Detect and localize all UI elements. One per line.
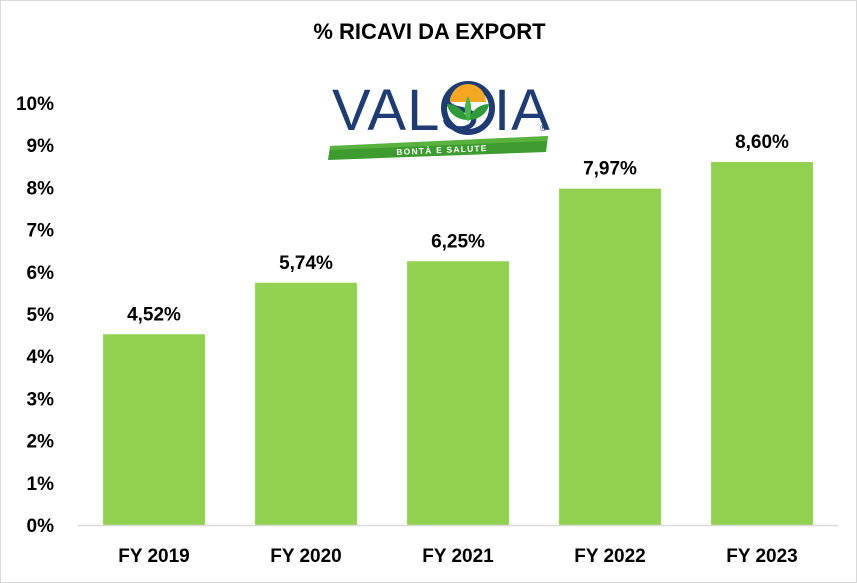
x-axis: FY 2019 FY 2020 FY 2021 FY 2022 FY 2023: [78, 524, 838, 567]
logo-wordmark-right: IA: [494, 78, 551, 143]
data-label: 7,97%: [583, 159, 637, 180]
y-tick-label: 3%: [27, 389, 55, 410]
y-tick-label: 0%: [27, 516, 55, 537]
logo-o-emblem-icon: [441, 81, 495, 135]
y-tick-label: 5%: [27, 305, 55, 326]
bar: [407, 261, 509, 525]
y-tick-label: 8%: [27, 178, 55, 199]
bar: [255, 282, 357, 525]
logo-ribbon: BONTÀ E SALUTE: [328, 136, 548, 160]
bars: [103, 162, 813, 525]
logo-registered-mark: ®: [540, 123, 547, 133]
y-tick-label: 2%: [27, 432, 55, 453]
bar: [103, 334, 205, 525]
y-tick-label: 6%: [27, 263, 55, 284]
data-label: 6,25%: [431, 231, 485, 252]
x-tick-label: FY 2020: [270, 546, 341, 567]
logo-tagline: BONTÀ E SALUTE: [396, 143, 488, 157]
data-labels: 4,52% 5,74% 6,25% 7,97% 8,60%: [127, 132, 789, 325]
x-tick-label: FY 2021: [422, 546, 494, 567]
x-tick-label: FY 2022: [574, 546, 645, 567]
y-tick-label: 7%: [27, 221, 55, 242]
x-tick-label: FY 2019: [118, 546, 189, 567]
chart-title: % RICAVI DA EXPORT: [313, 19, 546, 44]
data-label: 8,60%: [735, 132, 789, 153]
bar: [711, 162, 813, 525]
bar: [559, 188, 661, 525]
y-axis: 0% 1% 2% 3% 4% 5% 6% 7% 8% 9% 10%: [16, 94, 54, 537]
y-tick-label: 9%: [27, 136, 55, 157]
y-tick-label: 10%: [16, 94, 54, 115]
data-label: 4,52%: [127, 304, 181, 325]
x-tick-label: FY 2023: [726, 546, 797, 567]
valsoia-logo: VALS IA ® BONTÀ E SALUTE: [328, 78, 551, 160]
data-label: 5,74%: [279, 253, 333, 274]
y-tick-label: 4%: [27, 347, 55, 368]
y-tick-label: 1%: [27, 474, 55, 495]
